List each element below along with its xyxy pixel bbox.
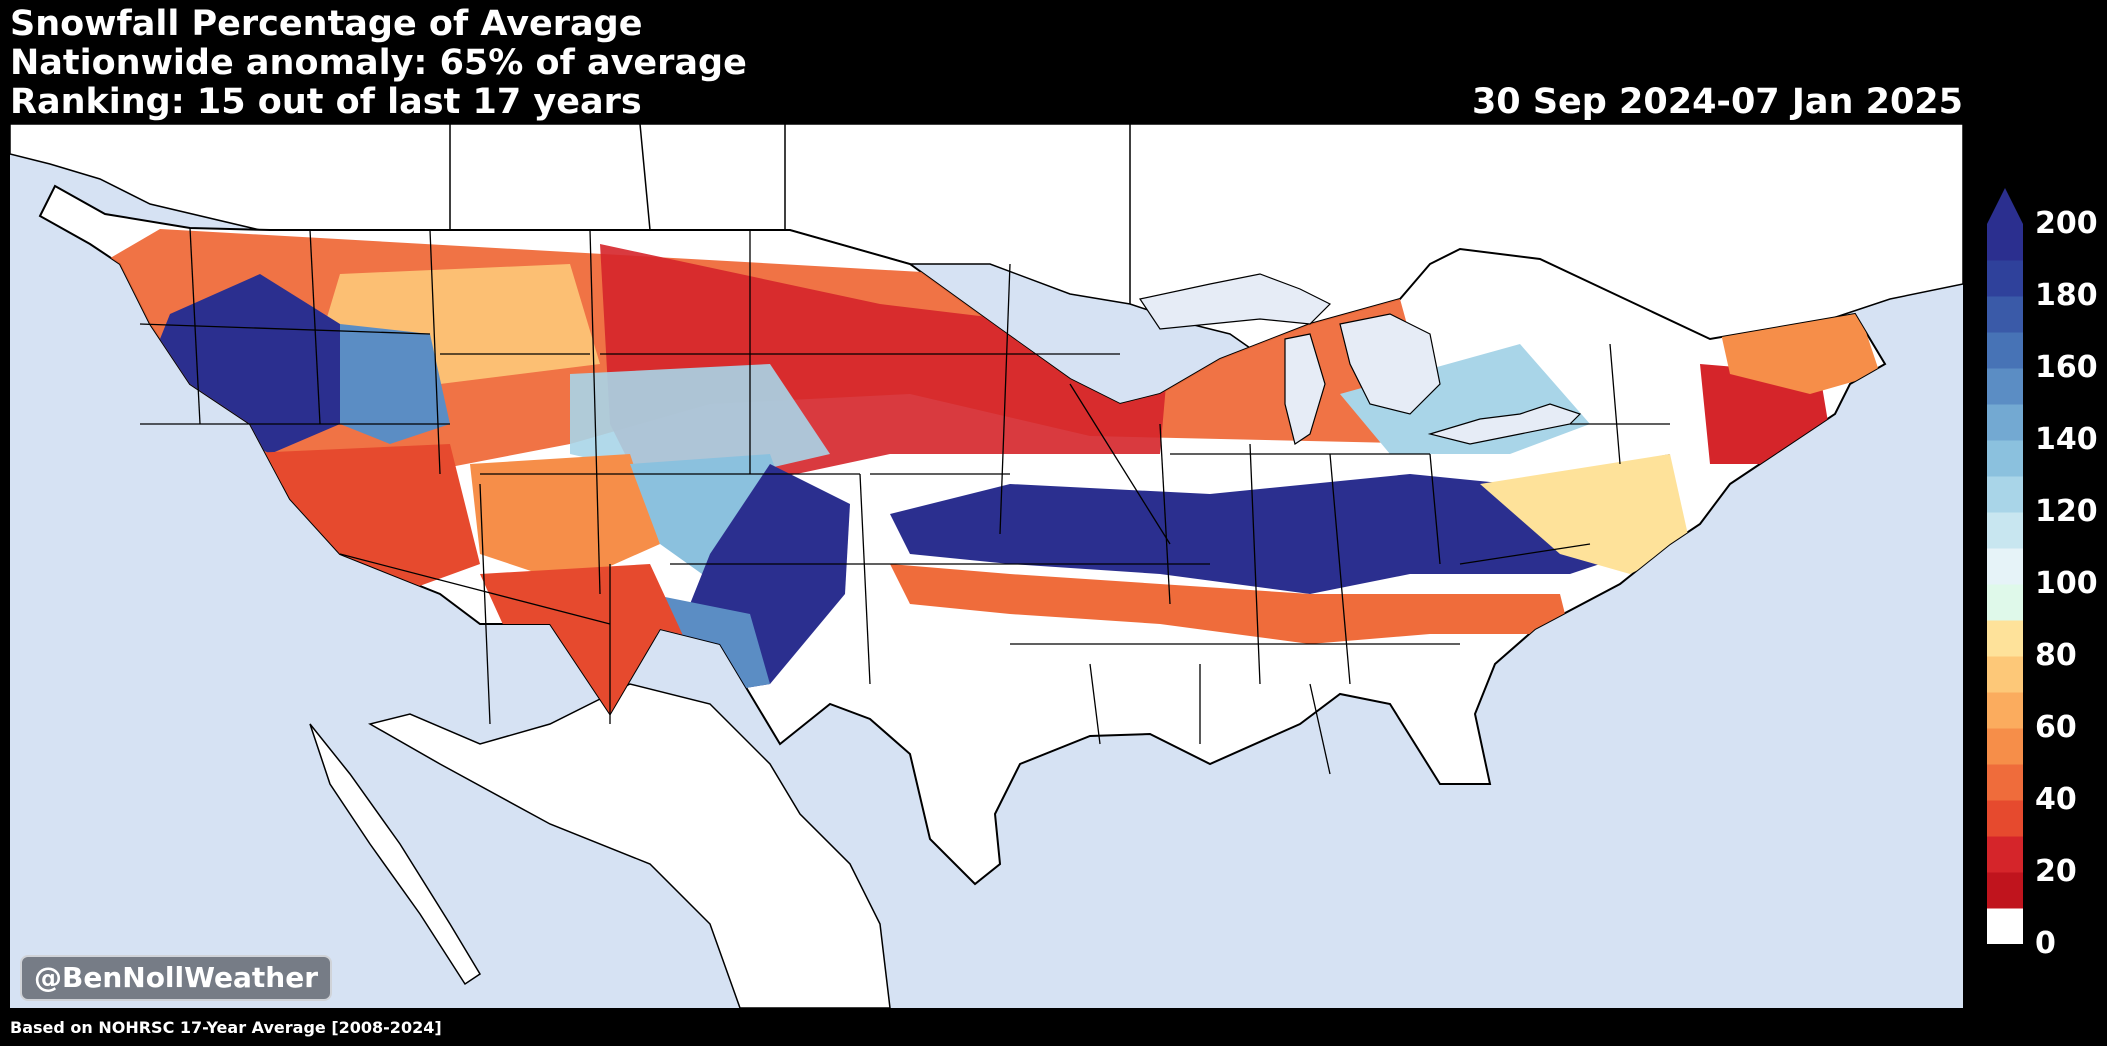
colorbar-segment <box>1987 548 2023 585</box>
date-range: 30 Sep 2024-07 Jan 2025 <box>1471 82 1963 122</box>
ranking-subtitle: Ranking: 15 out of last 17 years <box>10 82 642 122</box>
colorbar-tick-label: 80 <box>2035 638 2077 673</box>
watermark-badge: @BenNollWeather <box>20 955 333 1001</box>
lake-erie-ontario <box>1427 403 1582 445</box>
colorbar-segment <box>1987 656 2023 693</box>
colorbar-segment <box>1987 512 2023 549</box>
colorbar-tick-label: 120 <box>2035 494 2098 529</box>
colorbar-tick-label: 20 <box>2035 854 2077 889</box>
colorbar-segment <box>1987 620 2023 657</box>
colorbar-tick-label: 200 <box>2035 206 2098 241</box>
lake-huron <box>1339 313 1441 415</box>
state-borders <box>139 227 1670 775</box>
colorbar-segment <box>1987 332 2023 369</box>
colorbar-segment <box>1987 872 2023 909</box>
snowfall-map <box>10 124 1963 1008</box>
colorbar-segment <box>1987 368 2023 405</box>
colorbar-tick-label: 180 <box>2035 278 2098 313</box>
colorbar-segment <box>1987 836 2023 873</box>
colorbar-tick-label: 0 <box>2035 926 2056 961</box>
colorbar-segment <box>1987 476 2023 513</box>
colorbar-segment <box>1987 692 2023 729</box>
colorbar-segment <box>1987 224 2023 261</box>
colorbar-tick-label: 60 <box>2035 710 2077 745</box>
colorbar-segment <box>1987 728 2023 765</box>
colorbar-segment <box>1987 404 2023 441</box>
great-lakes <box>1139 273 1332 330</box>
colorbar-segment <box>1987 440 2023 477</box>
country-borders <box>449 124 1131 304</box>
colorbar-segment <box>1987 908 2023 944</box>
map-title: Snowfall Percentage of Average <box>10 4 643 44</box>
colorbar-extend-arrow <box>1987 188 2023 224</box>
map-panel <box>10 124 1963 1008</box>
colorbar-tick-label: 40 <box>2035 782 2077 817</box>
colorbar-segment <box>1987 260 2023 297</box>
colorbar-segment <box>1987 296 2023 333</box>
mexico-land <box>368 683 891 1008</box>
anomaly-subtitle: Nationwide anomaly: 65% of average <box>10 43 747 83</box>
colorbar <box>1987 188 2023 944</box>
colorbar-tick-label: 160 <box>2035 350 2098 385</box>
source-footnote: Based on NOHRSC 17-Year Average [2008-20… <box>10 1018 442 1037</box>
colorbar-segment <box>1987 764 2023 801</box>
colorbar-segment <box>1987 800 2023 837</box>
colorbar-tick-label: 140 <box>2035 422 2098 457</box>
lake-michigan <box>1284 333 1326 445</box>
colorbar-tick-label: 100 <box>2035 566 2098 601</box>
colorbar-segment <box>1987 584 2023 621</box>
baja-peninsula <box>309 723 482 986</box>
